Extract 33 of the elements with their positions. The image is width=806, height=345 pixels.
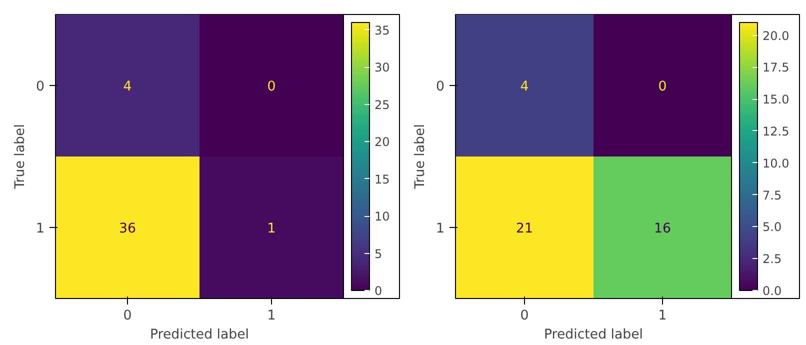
x-axis-title: Predicted label: [150, 328, 250, 342]
color-bar-label: 0: [374, 284, 382, 298]
data-label: 16: [654, 222, 671, 236]
color-bar-label: 7.5: [762, 188, 782, 202]
color-bar-label: 5.0: [762, 220, 782, 234]
data-label: 21: [516, 222, 533, 236]
color-bar-label: 20.0: [762, 28, 790, 43]
color-bar-label: 2.5: [762, 252, 782, 266]
data-label: 4: [123, 80, 132, 94]
color-bar-label: 15.0: [762, 92, 790, 107]
data-label: 0: [267, 80, 276, 94]
data-label: 1: [267, 222, 276, 236]
color-bar-label: 25: [374, 98, 390, 112]
x-axis-title: Predicted label: [544, 328, 644, 342]
data-label: 0: [658, 80, 667, 94]
y-axis-title: True label: [413, 124, 428, 190]
color-bar-label: 15: [374, 172, 390, 186]
color-bar-label: 0.0: [762, 284, 782, 298]
color-bar-label: 12.5: [762, 124, 790, 138]
data-label: 4: [520, 80, 529, 94]
color-bar-label: 30: [374, 60, 390, 75]
color-bar-label: 10: [374, 210, 390, 224]
data-label: 36: [119, 222, 136, 236]
x-tick-label: 0: [123, 308, 132, 324]
color-bar-label: 35: [374, 23, 390, 38]
x-tick-label: 0: [520, 308, 529, 324]
x-tick-label: 1: [658, 308, 667, 324]
y-axis-title: True label: [13, 124, 28, 190]
color-bar-label: 20: [374, 135, 390, 150]
color-bar-label: 10.0: [762, 156, 790, 170]
color-bar-label: 5: [374, 246, 382, 261]
x-tick-label: 1: [267, 308, 276, 324]
color-bar-label: 17.5: [762, 60, 790, 75]
